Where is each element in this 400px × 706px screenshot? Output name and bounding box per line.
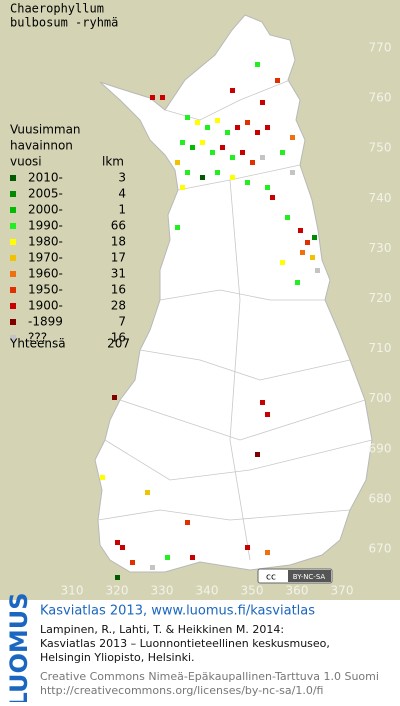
- x-tick-label: 320: [106, 584, 129, 598]
- legend-count: 66: [111, 219, 126, 233]
- citation-line: Lampinen, R., Lahti, T. & Heikkinen M. 2…: [40, 623, 284, 636]
- legend-count: 18: [111, 235, 126, 249]
- legend-heading: vuosi: [10, 155, 42, 169]
- legend-total: 207: [107, 337, 130, 351]
- x-tick-label: 350: [241, 584, 264, 598]
- x-tick-label: 310: [61, 584, 84, 598]
- species-title: Chaerophyllum: [10, 2, 104, 16]
- y-tick-label: 740: [369, 191, 392, 205]
- y-tick-label: 730: [369, 241, 392, 255]
- citation-line: Helsingin Yliopisto, Helsinki.: [40, 651, 195, 664]
- legend-label: ???: [28, 331, 47, 345]
- legend-count: 7: [118, 315, 126, 329]
- y-tick-label: 700: [369, 391, 392, 405]
- license-badge: cc BY-NC-SA: [257, 568, 333, 584]
- y-tick-label: 750: [369, 141, 392, 155]
- legend-label: 2005-: [28, 187, 63, 201]
- legend-swatch: [10, 223, 16, 229]
- legend-total-label: Yhteensä: [9, 337, 66, 351]
- badge-cc: cc: [266, 573, 276, 583]
- legend-swatch: [10, 207, 16, 213]
- y-tick-label: 720: [369, 291, 392, 305]
- legend-count: 17: [111, 251, 126, 265]
- legend-label: 1980-: [28, 235, 63, 249]
- y-tick-label: 670: [369, 542, 392, 556]
- legend-count: 31: [111, 267, 126, 281]
- x-axis: 310 320 330 340 350 360 370: [61, 584, 354, 598]
- finland-outline: [94, 14, 373, 573]
- legend-label: 1950-: [28, 283, 63, 297]
- y-axis: 770 760 750 740 730 720 710 700 690 680 670: [369, 41, 392, 556]
- license-line: http://creativecommons.org/licenses/by-n…: [40, 684, 323, 697]
- legend-label: 1900-: [28, 299, 63, 313]
- species-title: bulbosum -ryhmä: [10, 16, 118, 30]
- legend-count-heading: lkm: [102, 155, 124, 169]
- legend-label: 2010-: [28, 171, 63, 185]
- y-tick-label: 710: [369, 341, 392, 355]
- legend-heading: havainnon: [10, 139, 73, 153]
- legend-heading: Vuusimman: [10, 123, 81, 137]
- region-borders: [97, 79, 373, 561]
- footer: Lampinen, R., Lahti, T. & Heikkinen M. 2…: [40, 623, 379, 697]
- legend-swatch: [10, 287, 16, 293]
- legend-swatch: [10, 335, 16, 341]
- y-tick-label: 760: [369, 91, 392, 105]
- x-tick-label: 360: [286, 584, 309, 598]
- x-tick-label: 330: [151, 584, 174, 598]
- legend-label: 1990-: [28, 219, 63, 233]
- legend-swatch: [10, 319, 16, 325]
- y-tick-label: 770: [369, 41, 392, 55]
- legend-label: 2000-: [28, 203, 63, 217]
- citation-line: Kasviatlas 2013 – Luonnontieteellinen ke…: [40, 637, 330, 650]
- legend-count: 16: [111, 331, 126, 345]
- legend-swatch: [10, 255, 16, 261]
- x-tick-label: 370: [331, 584, 354, 598]
- legend-swatch: [10, 303, 16, 309]
- legend-count: 3: [118, 171, 126, 185]
- legend-label: -1899: [28, 315, 63, 329]
- license-line: Creative Commons Nimeä-Epäkaupallinen-Ta…: [40, 670, 379, 683]
- legend-swatch: [10, 271, 16, 277]
- y-tick-label: 680: [369, 491, 392, 505]
- legend-swatch: [10, 175, 16, 181]
- legend-count: 28: [111, 299, 126, 313]
- logo: LUOMUS: [5, 593, 33, 702]
- legend-swatch: [10, 191, 16, 197]
- badge-terms: BY-NC-SA: [293, 573, 326, 581]
- legend: Vuusimman havainnon vuosi lkm 2010- 3 2005- 4 20…: [9, 123, 130, 351]
- x-tick-label: 340: [196, 584, 219, 598]
- footer-heading: Kasviatlas 2013, www.luomus.fi/kasviatla…: [40, 604, 315, 619]
- legend-label: 1960-: [28, 267, 63, 281]
- legend-count: 1: [118, 203, 126, 217]
- legend-count: 16: [111, 283, 126, 297]
- y-tick-label: 690: [369, 441, 392, 455]
- legend-label: 1970-: [28, 251, 63, 265]
- legend-swatch: [10, 239, 16, 245]
- observation-squares: [100, 62, 320, 580]
- legend-count: 4: [118, 187, 126, 201]
